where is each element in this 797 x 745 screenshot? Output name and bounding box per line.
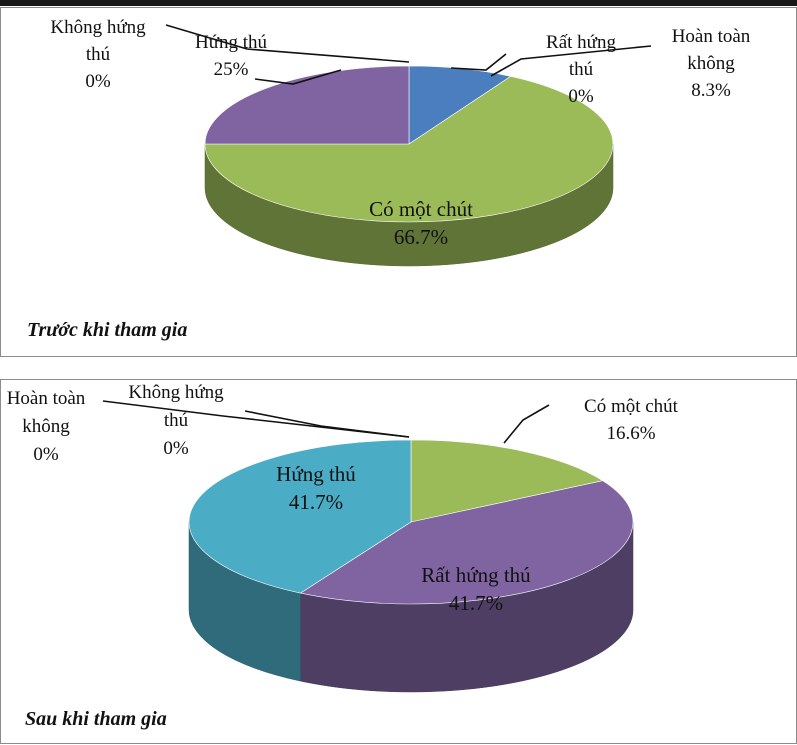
- pie-chart-after: Hoàn toàn không 0% Không hứng thú 0% Có một ch…: [7, 382, 679, 693]
- after-label-rat-hung-thu: Rất hứng thú 41.7%: [421, 563, 531, 615]
- after-slice-2: [188, 439, 412, 594]
- before-leader-khong-hung-thu: [165, 24, 410, 63]
- before-leader-rat-hung-thu: [450, 53, 507, 71]
- chart-panel-before: Không hứng thú 0% Hứng thú 25% Rất hứng thú 0% H…: [0, 7, 797, 357]
- chart-caption-before: Trước khi tham gia: [27, 319, 188, 341]
- after-slice-0: [410, 439, 604, 523]
- before-pie-top: [204, 65, 614, 223]
- after-label-hoan-toan-khong: Hoàn toàn không 0%: [7, 388, 86, 465]
- before-label-khong-hung-thu: Không hứng thú 0%: [50, 17, 146, 92]
- cropped-header-strip: [0, 0, 797, 6]
- after-label-khong-hung-thu: Không hứng thú 0%: [128, 382, 224, 459]
- before-label-hung-thu: Hứng thú 25%: [195, 32, 268, 80]
- before-leader-hoan-toan-khong: [490, 45, 652, 77]
- before-leader-hung-thu: [254, 69, 342, 85]
- after-pie-top: [188, 439, 634, 605]
- before-slice-2: [204, 65, 410, 145]
- pie-chart-before: Không hứng thú 0% Hứng thú 25% Rất hứng thú 0% H…: [50, 17, 751, 267]
- after-label-hung-thu: Hứng thú 41.7%: [276, 462, 356, 514]
- after-slice-1: [299, 480, 634, 605]
- chart-caption-after: Sau khi tham gia: [25, 708, 167, 730]
- after-label-co-mot-chut: Có một chút 16.6%: [584, 396, 679, 444]
- before-label-hoan-toan-khong: Hoàn toàn không 8.3%: [672, 26, 751, 101]
- after-leader-khong-hung-thu: [244, 410, 410, 438]
- chart-panel-after: Hoàn toàn không 0% Không hứng thú 0% Có một ch…: [0, 379, 797, 744]
- before-label-rat-hung-thu: Rất hứng thú 0%: [546, 32, 616, 107]
- after-leader-co-mot-chut: [503, 404, 550, 444]
- before-slice-1: [204, 76, 614, 223]
- before-label-co-mot-chut: Có một chút 66.7%: [369, 197, 473, 249]
